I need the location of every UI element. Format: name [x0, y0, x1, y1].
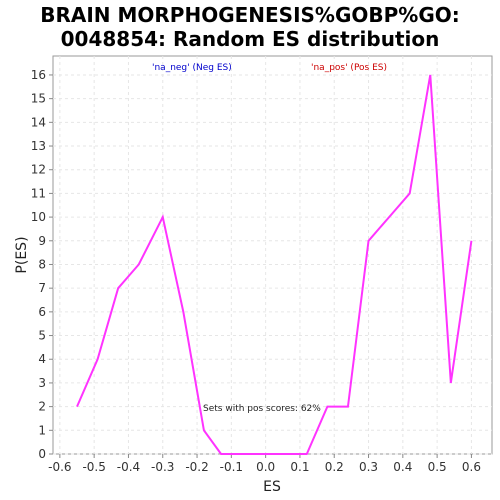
- y-tick-label: 14: [31, 115, 46, 129]
- x-tick-label: 0.3: [359, 460, 378, 474]
- y-tick-label: 0: [38, 447, 46, 461]
- x-tick-label: -0.5: [82, 460, 105, 474]
- chart-title-line2: 0048854: Random ES distribution: [61, 27, 440, 51]
- y-tick-label: 10: [31, 210, 46, 224]
- legend-neg: 'na_neg' (Neg ES): [152, 63, 232, 73]
- y-tick-label: 12: [31, 163, 46, 177]
- x-tick-label: -0.6: [48, 460, 71, 474]
- y-tick-label: 15: [31, 92, 46, 106]
- x-tick-label: 0.5: [428, 460, 447, 474]
- y-axis-label: P(ES): [14, 236, 30, 273]
- annotation-pos-scores: Sets with pos scores: 62%: [203, 404, 321, 414]
- y-tick-label: 11: [31, 186, 46, 200]
- y-tick-label: 8: [38, 257, 46, 271]
- y-tick-label: 7: [38, 281, 46, 295]
- series-line-0: [76, 74, 473, 455]
- x-tick-label: -0.2: [185, 460, 208, 474]
- x-tick-label: 0.4: [393, 460, 412, 474]
- series-lines: [76, 74, 473, 455]
- x-tick-label: 0.0: [256, 460, 275, 474]
- x-tick-label: 0.6: [462, 460, 481, 474]
- x-tick-label: 0.2: [325, 460, 344, 474]
- y-tick-label: 2: [38, 400, 46, 414]
- x-tick-label: -0.3: [151, 460, 174, 474]
- x-axis-ticks: -0.6 -0.5 -0.4 -0.3 -0.2 -0.1 0.0 0.1 0.2 0.3 0.4 0…: [48, 454, 481, 474]
- y-tick-label: 6: [38, 305, 46, 319]
- x-axis-label: ES: [263, 479, 281, 495]
- legend-pos: 'na_pos' (Pos ES): [311, 63, 387, 73]
- chart-title-line1: BRAIN MORPHOGENESIS%GOBP%GO:: [40, 3, 460, 27]
- y-tick-label: 16: [31, 68, 46, 82]
- y-tick-label: 3: [38, 376, 46, 390]
- x-tick-label: 0.1: [290, 460, 309, 474]
- y-tick-label: 4: [38, 352, 46, 366]
- x-tick-label: -0.4: [117, 460, 140, 474]
- x-tick-label: -0.1: [220, 460, 243, 474]
- y-tick-label: 1: [38, 423, 46, 437]
- y-tick-label: 9: [38, 234, 46, 248]
- y-tick-label: 13: [31, 139, 46, 153]
- grid: [53, 56, 492, 455]
- plot-area: [52, 55, 493, 455]
- y-tick-label: 5: [38, 329, 46, 343]
